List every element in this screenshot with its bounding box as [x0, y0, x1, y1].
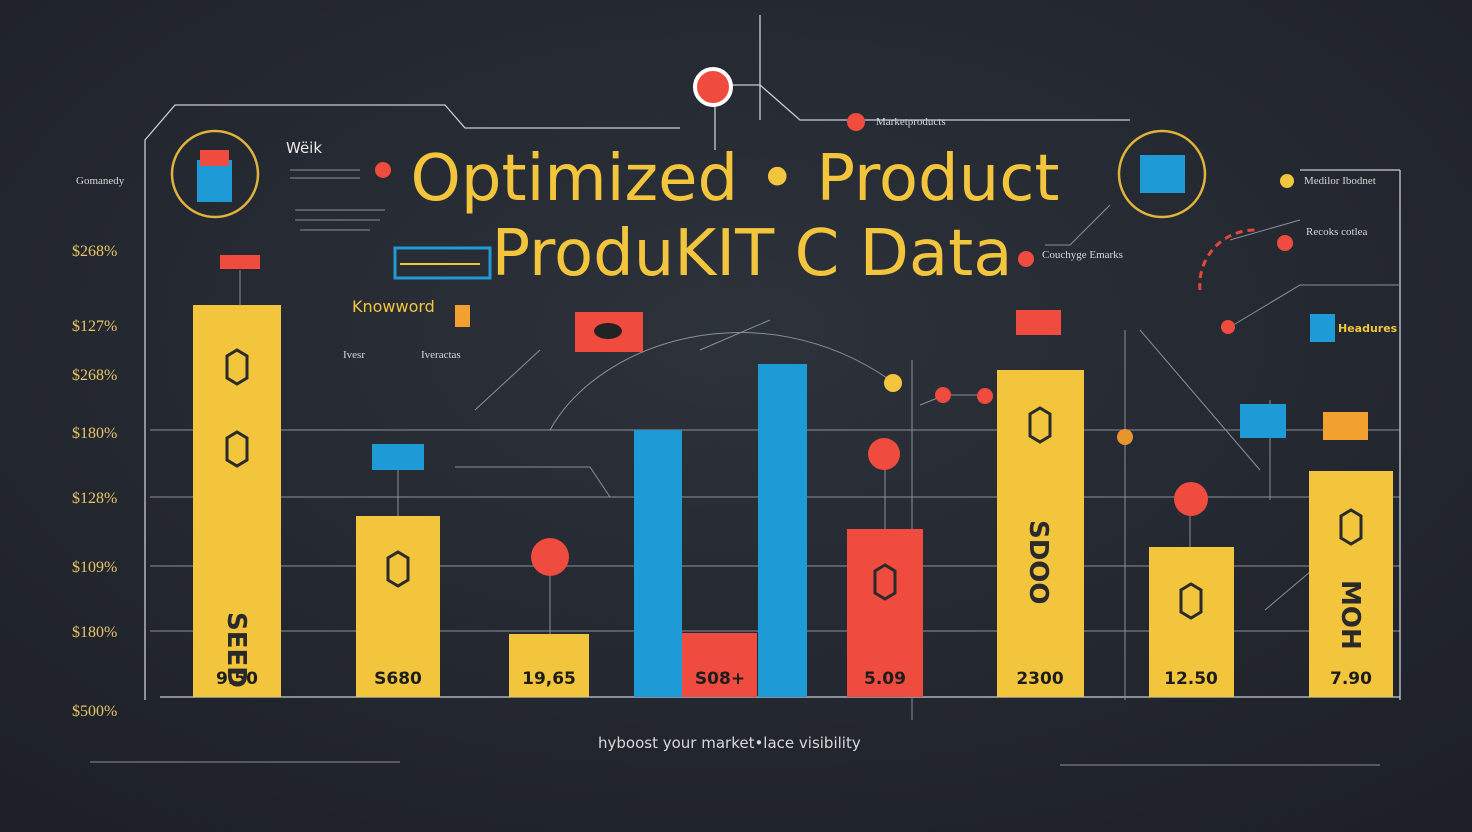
- bar-label: 7.90: [1330, 669, 1372, 689]
- bar: [634, 430, 682, 697]
- label-right-mid: Recoks cotlea: [1306, 226, 1368, 238]
- bar-label: 5.09: [864, 669, 906, 689]
- bar-text: SEED: [221, 612, 251, 688]
- bar: [847, 529, 923, 697]
- bar-label: 9.50: [216, 669, 258, 689]
- footer: hyboost your market•lace visibility: [598, 734, 861, 752]
- bar: [682, 633, 757, 697]
- axis-label: $268%: [72, 367, 117, 384]
- label-center-right: Couchyge Emarks: [1042, 249, 1123, 261]
- title-line-1: Optimized • Product: [410, 142, 1059, 216]
- label-features: Headures: [1338, 322, 1398, 335]
- bar-label: S08+: [695, 669, 745, 689]
- bar-label: S680: [374, 669, 422, 689]
- bar-text: SDOO: [1023, 520, 1053, 605]
- bar: [1149, 547, 1234, 697]
- axis-label: $127%: [72, 318, 117, 335]
- label-keyword: Knowword: [352, 297, 435, 316]
- bars: [193, 305, 1393, 697]
- axis-label: $128%: [72, 490, 117, 507]
- axis-label: $109%: [72, 559, 117, 576]
- bar-icons: [225, 348, 1363, 620]
- legend-b: Iveractas: [421, 349, 461, 361]
- axis-labels: $268% $127% $268% $180% $128% $109% $180…: [72, 243, 117, 720]
- bar: [193, 305, 281, 697]
- bar-text: MOH: [1335, 580, 1365, 650]
- legend-a: Ivesr: [343, 349, 365, 361]
- bar: [758, 364, 807, 697]
- title-line-2: ProduKIT C Data: [492, 217, 1013, 291]
- bar-labels: 9.50 S680 19,65 S08+ 5.09 2300 12.50 7.9…: [216, 669, 1372, 689]
- label-left: Gomanedy: [76, 175, 125, 187]
- bar-label: 2300: [1016, 669, 1063, 689]
- axis-label: $268%: [72, 243, 117, 260]
- bar-label: 12.50: [1164, 669, 1218, 689]
- bar: [997, 370, 1084, 697]
- label-top: Marketproducts: [876, 116, 946, 128]
- axis-label: $500%: [72, 703, 117, 720]
- decorations: [170, 67, 1368, 576]
- tag: Wëik: [286, 139, 322, 157]
- label-right-top: Medilor Ibodnet: [1304, 175, 1376, 187]
- axis-label: $180%: [72, 624, 117, 641]
- axis-label: $180%: [72, 425, 117, 442]
- bar: [509, 634, 589, 697]
- bar-label: 19,65: [522, 669, 576, 689]
- bar: [356, 516, 440, 697]
